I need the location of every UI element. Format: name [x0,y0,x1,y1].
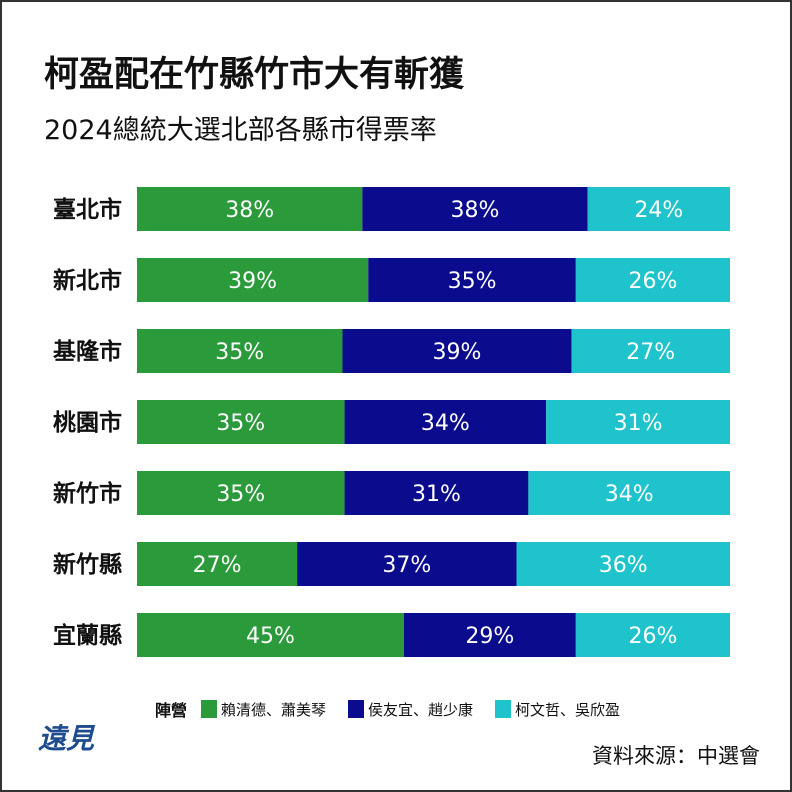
data-label: 39% [228,269,277,294]
category-label: 新竹縣 [53,551,122,578]
legend-item-hou: 侯友宜、趙少康 [348,699,473,720]
legend-label: 賴清德、蕭美琴 [221,700,327,719]
legend-item-ko: 柯文哲、吳欣盈 [495,699,620,720]
data-label: 34% [605,482,654,507]
bar-segment [137,187,363,231]
bar-segment [137,613,404,657]
category-label: 桃園市 [53,409,122,436]
data-label: 26% [628,269,677,294]
bar-segment [137,258,369,302]
logo: 遠見 [38,722,95,755]
bar-segment [137,542,298,586]
data-label: 31% [614,411,663,436]
legend-swatch [348,700,365,718]
bar-segment [571,329,730,373]
data-label: 24% [634,198,683,223]
bar-segment [528,471,730,515]
category-label: 基隆市 [53,338,122,365]
legend-swatch [201,700,218,718]
legend-label: 侯友宜、趙少康 [368,700,474,719]
chart-subtitle: 2024總統大選北部各縣市得票率 [44,115,437,146]
bar-segment [137,400,345,444]
data-label: 26% [628,624,677,649]
data-label: 27% [193,553,242,578]
category-label: 新北市 [53,267,122,294]
data-label: 38% [451,198,500,223]
bar-segment [516,542,730,586]
bar-segment [368,258,576,302]
legend-title: 陣營 [155,701,188,720]
category-label: 宜蘭縣 [53,622,122,649]
data-label: 27% [626,340,675,365]
bar-segment [575,613,730,657]
data-label: 36% [599,553,648,578]
category-label: 臺北市 [53,196,122,223]
bar-segment [137,329,343,373]
bar-segment [575,258,730,302]
bar-segment [344,400,547,444]
bar-segment [297,542,517,586]
legend-item-lai: 賴清德、蕭美琴 [201,699,326,720]
bar-segment [342,329,572,373]
bar-segment [344,471,529,515]
data-label: 34% [421,411,470,436]
legend: 陣營 賴清德、蕭美琴 侯友宜、趙少康 柯文哲、吳欣盈 [155,697,642,721]
data-label: 37% [382,553,431,578]
data-label: 35% [216,482,265,507]
legend-swatch [495,700,512,718]
source-note: 資料來源：中選會 [592,744,760,768]
data-label: 45% [246,624,295,649]
data-label: 35% [216,411,265,436]
data-label: 29% [465,624,514,649]
bar-segment [403,613,576,657]
category-label: 新竹市 [53,480,122,507]
bar-segment [546,400,730,444]
data-label: 38% [225,198,274,223]
data-label: 35% [215,340,264,365]
bar-segment [137,471,345,515]
legend-label: 柯文哲、吳欣盈 [515,700,621,719]
data-label: 35% [448,269,497,294]
bar-segment [362,187,588,231]
chart-title: 柯盈配在竹縣竹市大有斬獲 [44,55,465,95]
data-label: 39% [433,340,482,365]
data-label: 31% [412,482,461,507]
bar-segment [587,187,730,231]
